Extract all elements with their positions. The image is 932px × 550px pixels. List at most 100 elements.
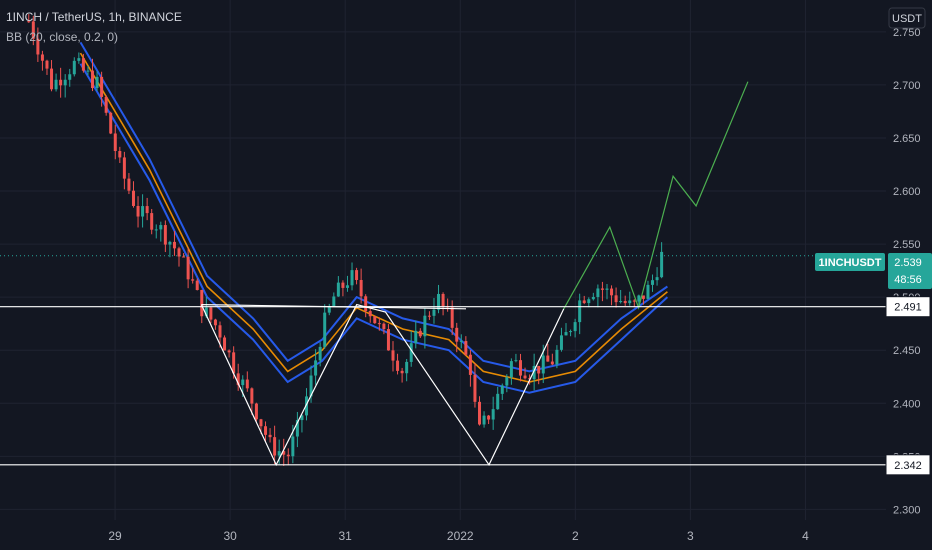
candle-body (318, 346, 322, 361)
candle-body (541, 355, 545, 374)
candle-body (377, 323, 381, 325)
candle-body (619, 301, 623, 303)
candle-body (118, 151, 122, 158)
candle-body (95, 76, 99, 89)
candle-body (350, 270, 354, 286)
candle-body (191, 279, 195, 281)
candle-body (282, 451, 286, 455)
price-tag-value: 2.539 (894, 257, 922, 269)
candles (27, 14, 664, 466)
candle-body (359, 279, 363, 297)
candle-body (459, 341, 463, 343)
candle-body (314, 360, 318, 376)
candle-body (386, 329, 390, 351)
candle-body (273, 437, 277, 456)
candle-body (564, 332, 568, 336)
candle-body (596, 288, 600, 298)
candle-body (464, 341, 468, 355)
candle-body (641, 295, 645, 299)
candle-body (455, 327, 459, 342)
candle-body (396, 360, 400, 371)
candle-body (304, 396, 308, 416)
candle-body (204, 307, 208, 317)
candle-body (159, 225, 163, 230)
candle-body (591, 297, 595, 300)
currency-badge[interactable] (888, 7, 926, 29)
candle-body (500, 385, 504, 394)
candle-body (614, 295, 618, 303)
time-tick-label: 2 (572, 529, 579, 543)
candle-body (186, 256, 190, 280)
candle-body (441, 293, 445, 307)
candle-body (600, 288, 604, 290)
candle-body (172, 241, 176, 249)
candle-body (355, 270, 359, 280)
time-tick-label: 30 (223, 529, 237, 543)
level-tag-label: 2.491 (894, 302, 922, 314)
candle-body (81, 58, 85, 71)
candle-body (432, 309, 436, 316)
price-tick-label: 2.600 (893, 186, 921, 198)
candle-body (550, 361, 554, 365)
last-price-tag[interactable]: 1INCHUSDT 2.539 48:56 (815, 253, 932, 289)
indicator-legend[interactable]: BB (20, close, 0.2, 0) (6, 30, 119, 44)
candle-body (345, 285, 349, 288)
candle-body (91, 70, 95, 89)
candle-body (518, 360, 522, 376)
candle-body (177, 248, 181, 257)
level-tags[interactable]: 2.491 2.342 (885, 296, 931, 476)
candle-body (450, 307, 454, 328)
candle-body (145, 206, 149, 214)
horizontal-levels[interactable] (0, 306, 886, 466)
candle-body (427, 315, 431, 317)
time-axis-panel (0, 520, 886, 550)
candle-body (27, 21, 31, 23)
candle-body (150, 213, 154, 230)
currency-label: USDT (892, 13, 922, 25)
candle-body (610, 288, 614, 296)
time-tick-label: 29 (108, 529, 122, 543)
candle-body (559, 335, 563, 350)
level-tag (885, 296, 931, 318)
candle-body (291, 436, 295, 457)
candle-body (236, 373, 240, 386)
candle-body (109, 112, 113, 134)
candle-body (72, 60, 76, 75)
candle-body (573, 322, 577, 332)
candle-body (50, 68, 54, 90)
candle-body (496, 393, 500, 410)
symbol-legend[interactable]: 1INCH / TetherUS, 1h, BINANCE (6, 10, 182, 24)
candle-body (218, 325, 222, 338)
candle-body (373, 316, 377, 324)
projection-path (563, 81, 749, 310)
time-axis[interactable]: 29 30 31 2022 2 3 4 (0, 520, 886, 550)
candle-body (127, 178, 131, 191)
time-tick-label: 31 (339, 529, 353, 543)
level-tag (885, 454, 931, 476)
candle-body (473, 374, 477, 402)
candle-body (546, 355, 550, 362)
price-tick-label: 2.300 (893, 504, 921, 516)
candle-body (491, 409, 495, 420)
candle-body (168, 241, 172, 245)
candle-body (200, 289, 204, 317)
candle-body (569, 331, 573, 333)
candle-body (382, 323, 386, 330)
candle-body (391, 350, 395, 361)
price-tick-label: 2.550 (893, 239, 921, 251)
price-tick-label: 2.450 (893, 345, 921, 357)
candle-body (141, 206, 145, 217)
candle-body (487, 415, 491, 420)
candle-body (364, 296, 368, 312)
candle-body (368, 311, 372, 317)
time-tick-labels: 29 30 31 2022 2 3 4 (108, 529, 809, 543)
candle-body (655, 277, 659, 281)
candle-body (482, 415, 486, 425)
candle-body (532, 365, 536, 380)
candle-body (264, 426, 268, 435)
candle-body (86, 70, 90, 72)
candle-body (227, 350, 231, 353)
time-tick-label: 2022 (447, 529, 474, 543)
